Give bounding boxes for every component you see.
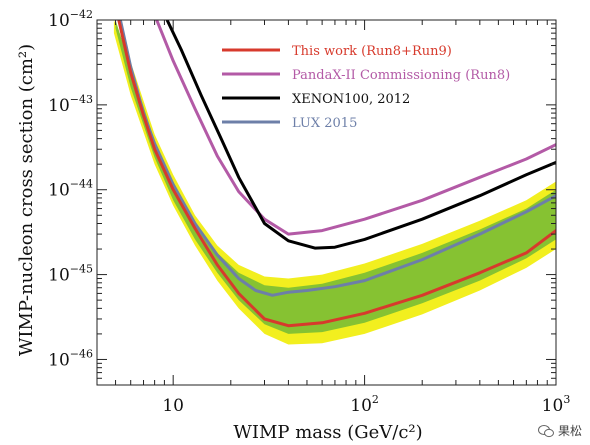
legend-label: XENON100, 2012 <box>292 92 410 107</box>
y-tick-label: 10−44 <box>48 178 93 201</box>
legend-label: PandaX-II Commissioning (Run8) <box>292 68 510 83</box>
watermark: 果松 <box>537 422 582 439</box>
x-tick-label: 102 <box>350 393 379 416</box>
y-tick-label: 10−42 <box>48 8 93 31</box>
series-line-1 <box>155 20 556 236</box>
band-1sigma <box>115 20 556 334</box>
legend-label: LUX 2015 <box>292 116 357 131</box>
x-tick-label: 103 <box>542 393 571 416</box>
limit-curves <box>117 20 556 328</box>
watermark-text: 果松 <box>557 424 582 438</box>
legend-label: This work (Run8+Run9) <box>292 44 452 59</box>
axis-ticks: 10−42 10−43 10−44 10−45 10−46 10 102 103 <box>48 8 570 416</box>
y-tick-label: 10−43 <box>48 93 93 116</box>
series-line-3 <box>118 20 556 297</box>
legend: This work (Run8+Run9) PandaX-II Commissio… <box>222 44 510 131</box>
x-axis-label: WIMP mass (GeV/c²) <box>233 422 422 443</box>
series-line-2 <box>165 20 556 250</box>
y-axis-label: WIMP-nucleon cross section (cm²) <box>16 44 37 356</box>
wechat-icon <box>537 424 554 437</box>
y-tick-label: 10−45 <box>48 263 93 286</box>
y-tick-label: 10−46 <box>48 347 93 370</box>
x-tick-label: 10 <box>162 396 184 416</box>
series-line-0 <box>117 20 556 328</box>
